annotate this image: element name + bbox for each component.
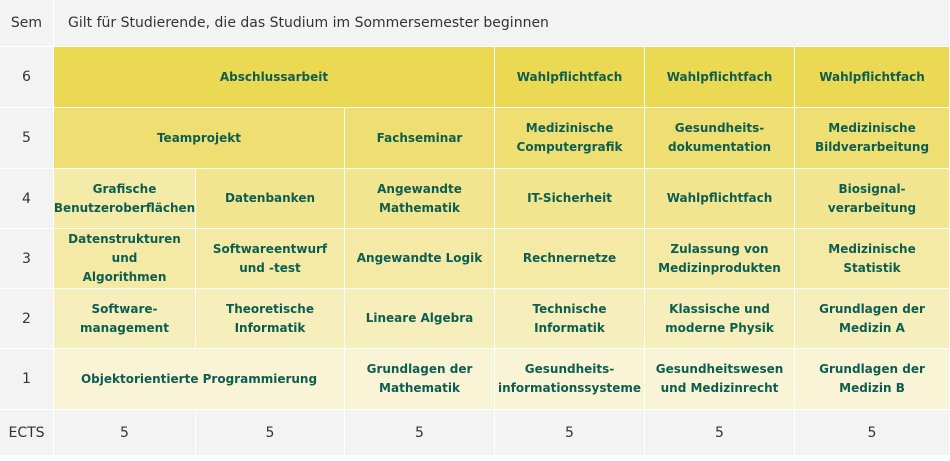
module-cell[interactable]: Technische Informatik (495, 289, 645, 349)
ects-value: 5 (495, 410, 645, 456)
module-cell[interactable]: Medizinische Computergrafik (495, 108, 645, 169)
semester-number: 4 (0, 169, 54, 229)
module-cell[interactable]: Wahlpflichtfach (795, 47, 950, 108)
module-cell[interactable]: Biosignal- verarbeitung (795, 169, 950, 229)
module-cell[interactable]: Theoretische Informatik (196, 289, 345, 349)
module-cell[interactable]: Abschlussarbeit (54, 47, 495, 108)
module-cell[interactable]: Grundlagen der Mathematik (345, 349, 495, 410)
ects-value: 5 (196, 410, 345, 456)
ects-value: 5 (645, 410, 795, 456)
semester-number: 1 (0, 349, 54, 410)
ects-value: 5 (345, 410, 495, 456)
module-cell[interactable]: Klassische und moderne Physik (645, 289, 795, 349)
module-cell[interactable]: Lineare Algebra (345, 289, 495, 349)
module-cell[interactable]: Teamprojekt (54, 108, 345, 169)
module-cell[interactable]: IT-Sicherheit (495, 169, 645, 229)
module-cell[interactable]: Gesundheits- informationssysteme (495, 349, 645, 410)
sem-header: Sem (0, 0, 54, 47)
module-cell[interactable]: Gesundheits- dokumentation (645, 108, 795, 169)
module-cell[interactable]: Medizinische Statistik (795, 229, 950, 289)
semester-number: 5 (0, 108, 54, 169)
module-cell[interactable]: Angewandte Mathematik (345, 169, 495, 229)
semester-number: 6 (0, 47, 54, 108)
module-cell[interactable]: Angewandte Logik (345, 229, 495, 289)
module-cell[interactable]: Gesundheitswesen und Medizinrecht (645, 349, 795, 410)
module-cell[interactable]: Datenstrukturen und Algorithmen (54, 229, 196, 289)
module-cell[interactable]: Wahlpflichtfach (645, 169, 795, 229)
semester-number: 3 (0, 229, 54, 289)
module-cell[interactable]: Software- management (54, 289, 196, 349)
module-cell[interactable]: Grundlagen der Medizin B (795, 349, 950, 410)
module-cell[interactable]: Grundlagen der Medizin A (795, 289, 950, 349)
module-cell[interactable]: Fachseminar (345, 108, 495, 169)
ects-value: 5 (795, 410, 950, 456)
ects-value: 5 (54, 410, 196, 456)
module-cell[interactable]: Medizinische Bildverarbeitung (795, 108, 950, 169)
module-cell[interactable]: Softwareentwurf und -test (196, 229, 345, 289)
semester-number: 2 (0, 289, 54, 349)
ects-label: ECTS (0, 410, 54, 456)
table-title: Gilt für Studierende, die das Studium im… (54, 0, 950, 47)
module-cell[interactable]: Wahlpflichtfach (645, 47, 795, 108)
module-cell[interactable]: Rechnernetze (495, 229, 645, 289)
module-cell[interactable]: Zulassung von Medizinprodukten (645, 229, 795, 289)
module-cell[interactable]: Wahlpflichtfach (495, 47, 645, 108)
module-cell[interactable]: Datenbanken (196, 169, 345, 229)
module-cell[interactable]: Grafische Benutzeroberflächen (54, 169, 196, 229)
module-cell[interactable]: Objektorientierte Programmierung (54, 349, 345, 410)
